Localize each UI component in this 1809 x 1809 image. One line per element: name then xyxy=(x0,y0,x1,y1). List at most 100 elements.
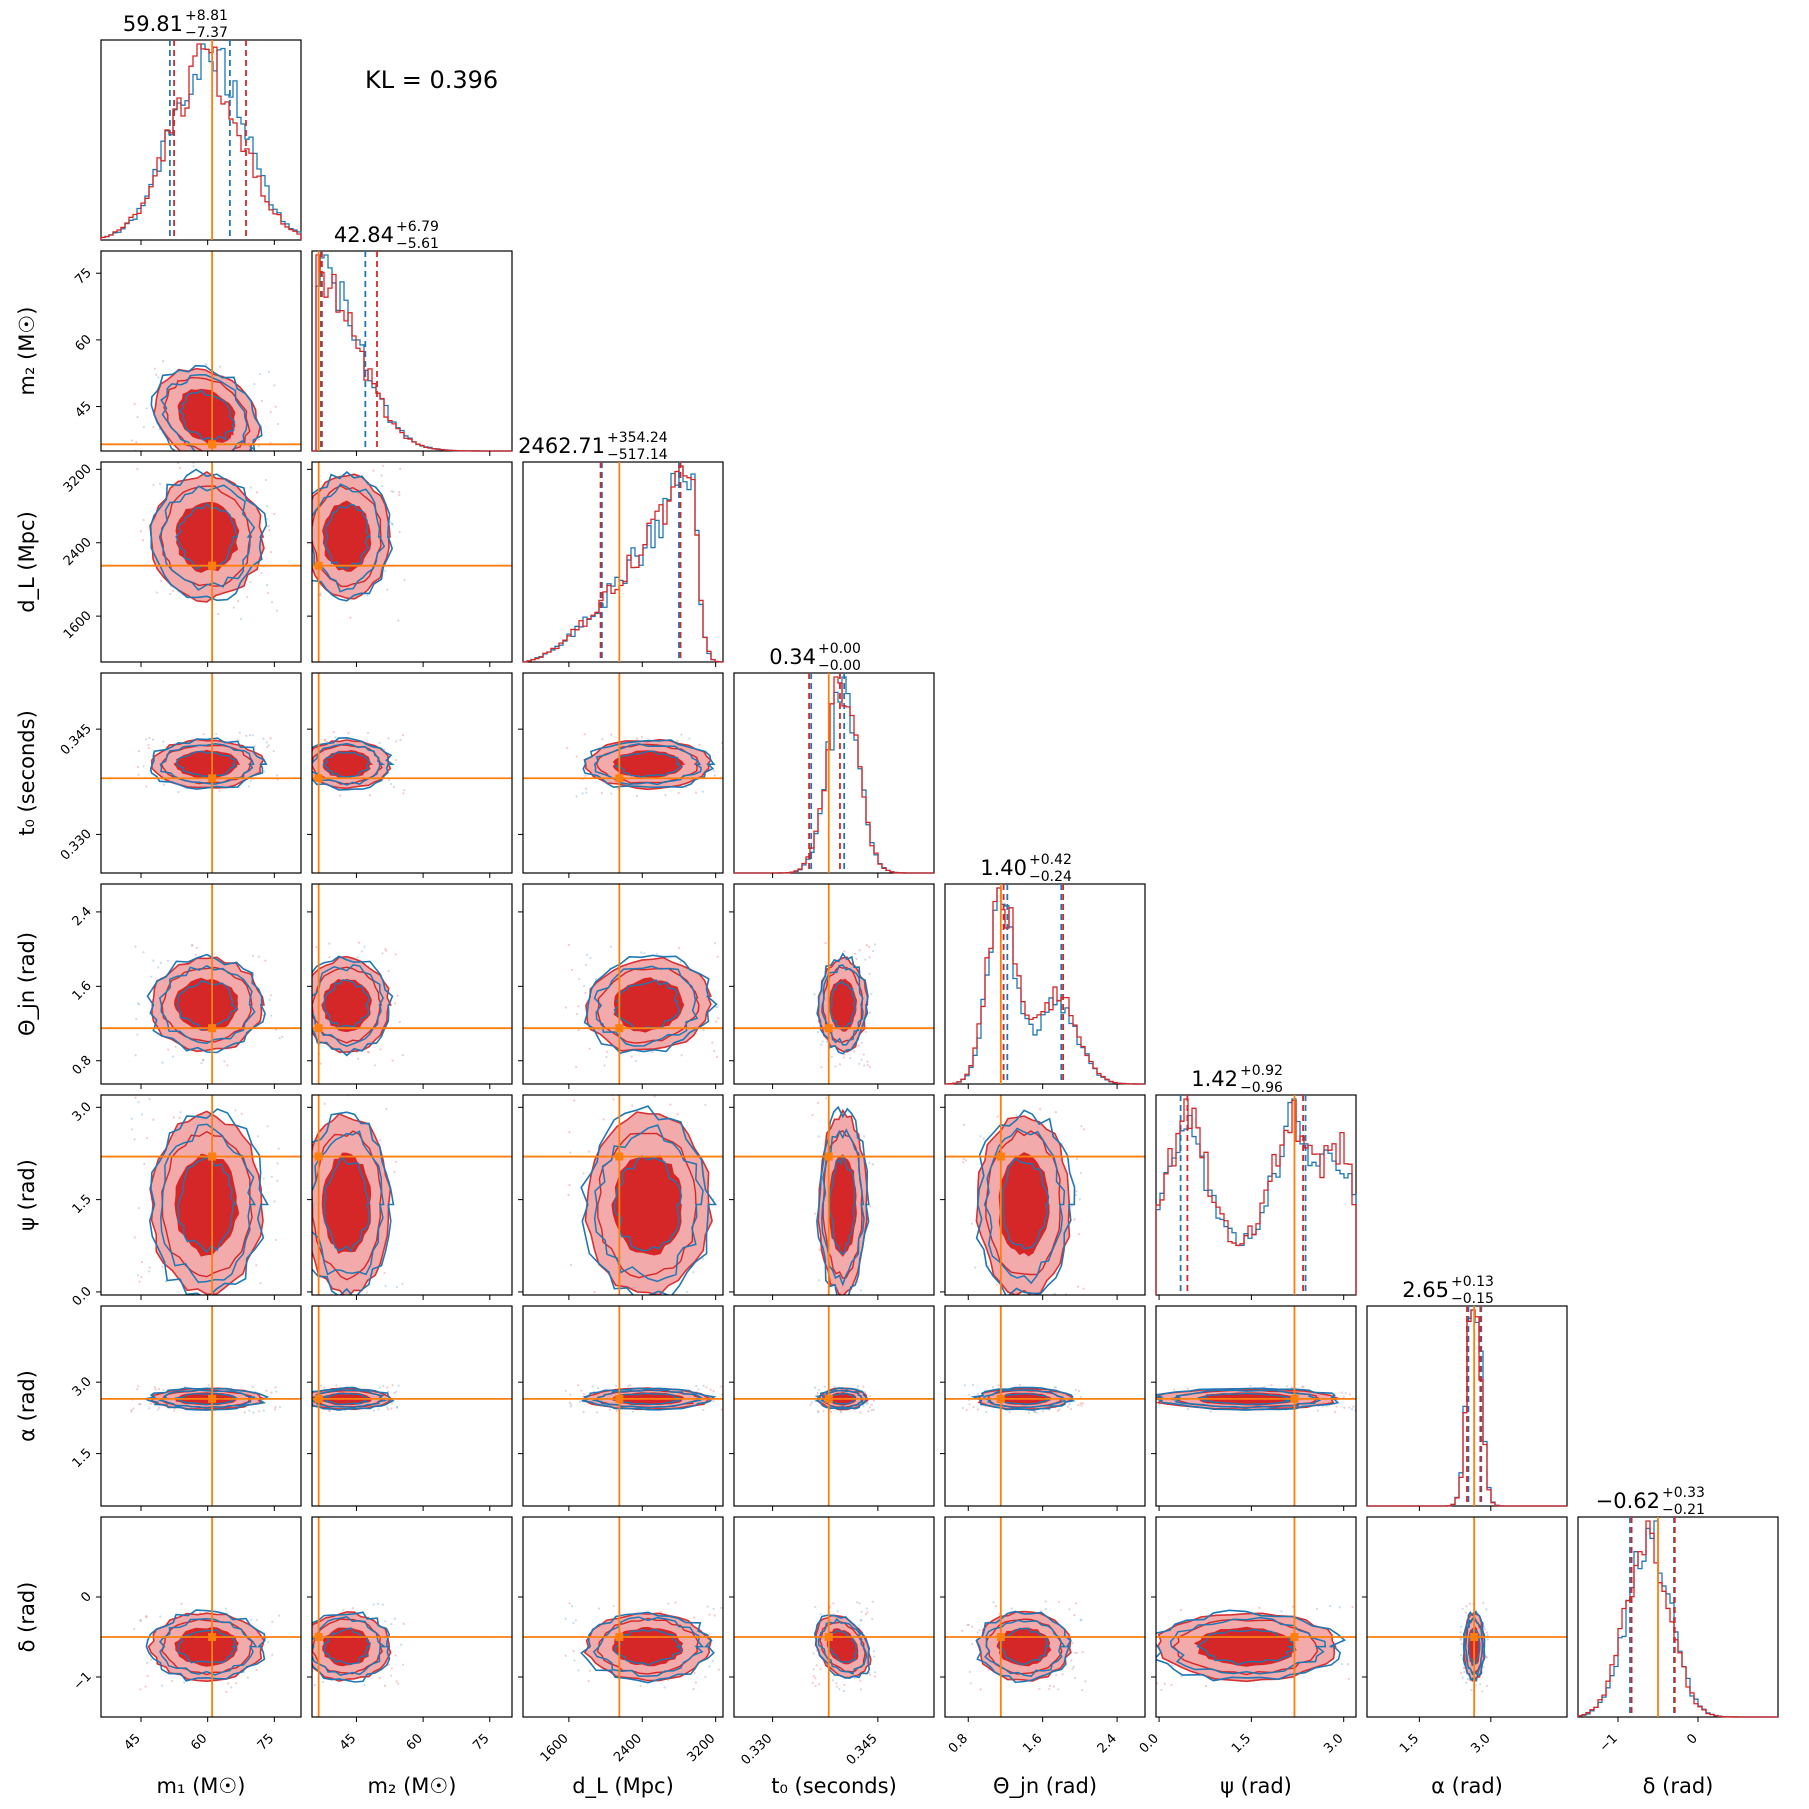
panel-dL-theta_jn xyxy=(518,883,724,1089)
panel-t0-alpha xyxy=(729,1305,935,1511)
truth-marker xyxy=(1470,1633,1479,1641)
x-axis-label-delta: δ (rad) xyxy=(1643,1774,1714,1798)
panel-frame xyxy=(100,461,302,663)
scatter-point xyxy=(704,1103,707,1106)
scatter-point xyxy=(159,482,162,486)
contour-blue-inner xyxy=(1002,1157,1050,1250)
scatter-point xyxy=(1179,1609,1183,1612)
contour-blue-outer xyxy=(581,1387,717,1411)
scatter-point xyxy=(1080,1125,1083,1128)
scatter-point xyxy=(1053,1386,1056,1389)
scatter-point xyxy=(568,1131,571,1134)
scatter-point xyxy=(309,571,311,573)
panel-frame xyxy=(311,883,513,1085)
scatter-point xyxy=(290,1682,292,1684)
scatter-point xyxy=(180,1602,183,1605)
scatter-point xyxy=(716,1055,719,1059)
scatter-point xyxy=(867,945,871,948)
scatter-point xyxy=(308,1401,310,1403)
scatter-point xyxy=(863,1391,867,1394)
scatter-point xyxy=(149,1658,153,1661)
panel-content-dL-theta_jn xyxy=(523,884,723,1084)
scatter-point xyxy=(270,1391,273,1394)
x-tick-label-delta-1: 0 xyxy=(1684,1731,1700,1747)
title-plus-m1: +8.81 xyxy=(185,8,228,24)
scatter-point xyxy=(161,1265,164,1268)
scatter-point xyxy=(564,1389,568,1392)
scatter-point xyxy=(1075,1651,1078,1655)
scatter-point xyxy=(214,468,216,470)
scatter-point xyxy=(304,952,306,954)
scatter-point xyxy=(291,782,293,784)
title-minus-delta: −0.21 xyxy=(1662,1502,1705,1518)
scatter-point xyxy=(833,1385,836,1388)
scatter-point xyxy=(1072,1665,1075,1668)
scatter-point xyxy=(582,1393,586,1396)
scatter-point xyxy=(138,1402,141,1406)
contour-blue-outer xyxy=(580,1611,715,1684)
scatter-point xyxy=(817,1683,821,1686)
panel-content-theta_jn-alpha xyxy=(945,1306,1145,1506)
scatter-point xyxy=(313,1683,316,1687)
scatter-point xyxy=(275,609,279,612)
scatter-point xyxy=(289,1386,291,1388)
scatter-point xyxy=(152,959,155,962)
hist-frame-dL xyxy=(522,461,724,663)
scatter-point xyxy=(157,376,160,379)
panel-alpha-delta xyxy=(1362,1516,1568,1722)
scatter-point xyxy=(600,791,603,795)
scatter-point xyxy=(269,737,272,740)
x-axis-label-theta_jn: Θ_jn (rad) xyxy=(993,1774,1097,1799)
scatter-point xyxy=(218,789,221,792)
scatter-point xyxy=(385,949,388,952)
scatter-point xyxy=(155,373,158,376)
scatter-point xyxy=(392,785,396,789)
panel-frame xyxy=(522,1094,724,1296)
scatter-point xyxy=(171,1679,174,1683)
panel-content-m1-dL xyxy=(101,462,301,662)
scatter-point xyxy=(142,951,145,954)
truth-marker xyxy=(824,1152,833,1161)
scatter-point xyxy=(1057,1688,1060,1691)
scatter-point xyxy=(297,1213,299,1215)
panel-dL-delta xyxy=(518,1516,724,1722)
scatter-point xyxy=(293,1669,295,1671)
title-alpha: 2.65 xyxy=(1402,1278,1449,1302)
scatter-point xyxy=(814,1395,817,1398)
scatter-point xyxy=(869,1205,872,1208)
scatter-point xyxy=(1077,1285,1080,1288)
panel-content-m1-alpha xyxy=(101,1306,301,1506)
scatter-point xyxy=(659,1611,663,1614)
scatter-point xyxy=(864,1613,868,1616)
scatter-point xyxy=(868,1011,871,1014)
scatter-point xyxy=(230,1686,233,1689)
contour-blue-inner xyxy=(177,1629,238,1664)
contours-dL-theta_jn xyxy=(583,954,718,1054)
contours-m1-psi xyxy=(148,1108,269,1295)
hist-panel-delta: −0.62 +0.33−0.21 xyxy=(1577,1485,1779,1722)
scatter-point xyxy=(360,950,364,953)
scatter-point xyxy=(398,1020,401,1024)
scatter-point xyxy=(328,942,331,945)
panel-content-t0-alpha xyxy=(734,1306,934,1506)
scatter-point xyxy=(158,1406,161,1409)
scatter-point xyxy=(1465,1681,1468,1684)
scatter-point xyxy=(870,1408,873,1412)
scatter-point xyxy=(137,1207,141,1210)
y-axis-label-alpha: α (rad) xyxy=(15,1370,39,1442)
scatter-point xyxy=(256,1135,259,1138)
scatter-point xyxy=(720,1606,723,1610)
scatter-point xyxy=(1357,1411,1359,1413)
scatter-point xyxy=(842,1056,845,1059)
y-tick-label-delta-0: −1 xyxy=(71,1669,95,1693)
hist-red-alpha xyxy=(1367,1309,1567,1507)
y-tick-label-psi-0: 0.0 xyxy=(70,1284,95,1309)
contour-red-inner xyxy=(174,1153,240,1257)
panel-frame xyxy=(733,1094,935,1296)
scatter-point xyxy=(347,732,350,735)
scatter-point xyxy=(568,1184,571,1187)
x-tick-label-dL-0: 1600 xyxy=(538,1731,572,1765)
scatter-point xyxy=(841,1313,843,1315)
scatter-point xyxy=(139,1619,143,1623)
title-m1: 59.81 xyxy=(123,12,183,36)
